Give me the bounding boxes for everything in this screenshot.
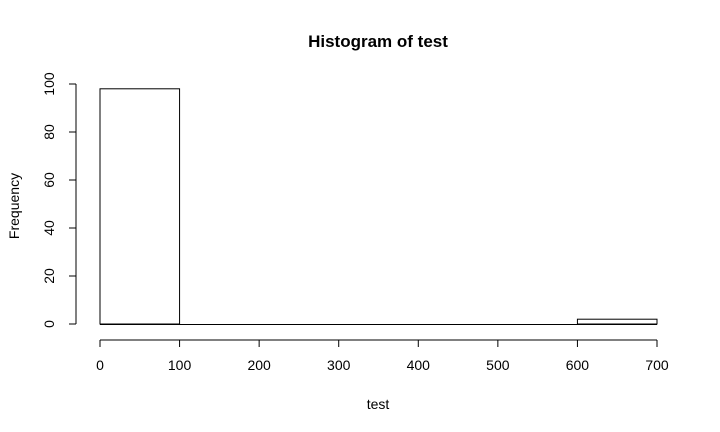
y-axis: 0 20 40 60 80 100 xyxy=(41,72,77,328)
x-axis: 0 100 200 300 400 500 600 700 xyxy=(96,339,669,373)
y-tick-label-1: 20 xyxy=(41,268,57,284)
x-tick-label-7: 700 xyxy=(645,357,669,373)
y-tick-label-0: 0 xyxy=(41,320,57,328)
x-tick-label-0: 0 xyxy=(96,357,104,373)
histogram-bar-6 xyxy=(576,318,658,325)
y-tick-label-5: 100 xyxy=(41,72,57,96)
y-axis-label: Frequency xyxy=(6,173,22,239)
histogram-bars xyxy=(99,88,658,325)
y-tick-label-2: 40 xyxy=(41,220,57,236)
x-axis-label: test xyxy=(367,396,390,412)
x-tick-label-5: 500 xyxy=(486,357,510,373)
y-tick-label-4: 80 xyxy=(41,124,57,140)
chart-title: Histogram of test xyxy=(308,32,448,51)
x-tick-label-4: 400 xyxy=(407,357,431,373)
y-tick-label-3: 60 xyxy=(41,172,57,188)
x-tick-label-6: 600 xyxy=(566,357,590,373)
histogram-bar-0 xyxy=(99,88,181,325)
x-tick-label-3: 300 xyxy=(327,357,351,373)
x-tick-label-2: 200 xyxy=(247,357,271,373)
x-tick-label-1: 100 xyxy=(168,357,192,373)
